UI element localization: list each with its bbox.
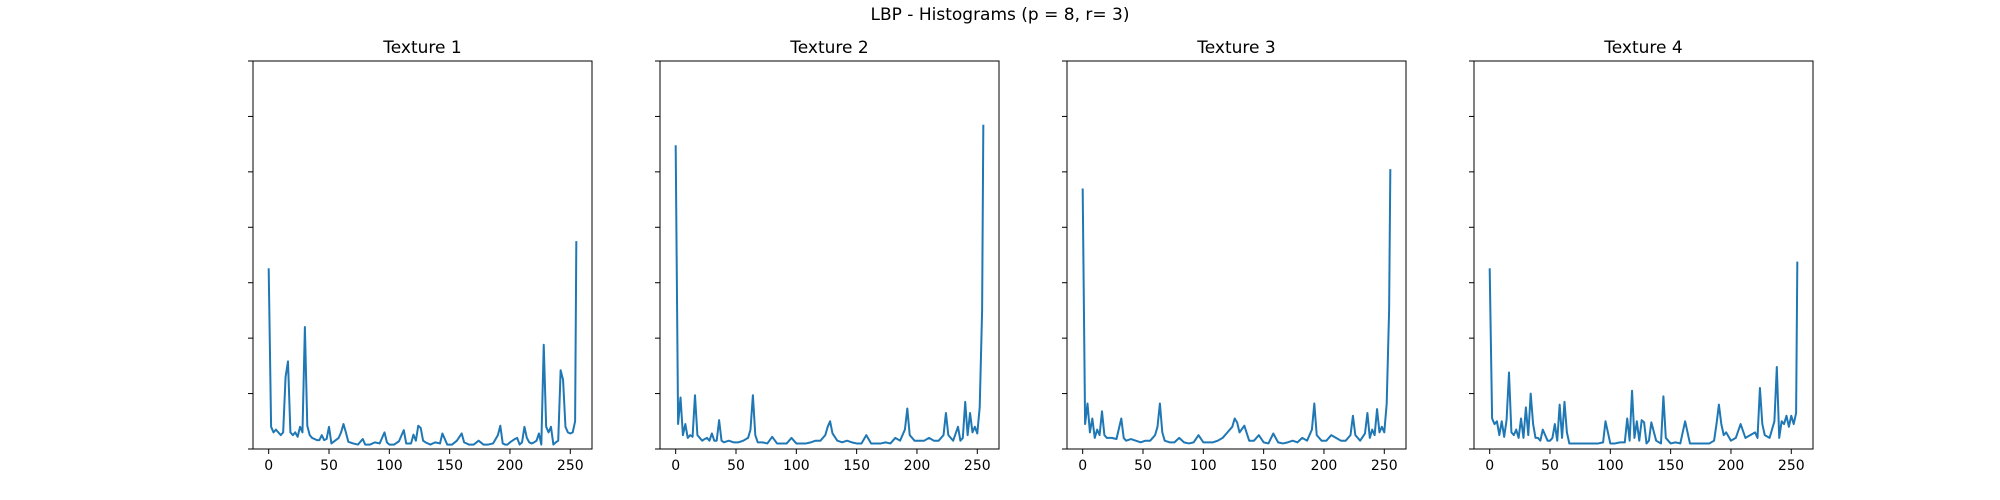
subplot-title: Texture 1 xyxy=(382,38,461,58)
x-tick-label: 50 xyxy=(1541,458,1559,474)
x-tick-label: 150 xyxy=(1250,458,1277,474)
x-tick-label: 150 xyxy=(843,458,870,474)
x-tick-label: 150 xyxy=(1657,458,1684,474)
x-tick-label: 100 xyxy=(1190,458,1217,474)
subplot-title: Texture 2 xyxy=(789,38,868,58)
x-tick-label: 100 xyxy=(376,458,403,474)
x-tick-label: 200 xyxy=(497,458,524,474)
x-tick-label: 0 xyxy=(1078,458,1087,474)
x-tick-label: 100 xyxy=(1597,458,1624,474)
x-tick-label: 0 xyxy=(671,458,680,474)
series-line xyxy=(674,124,985,445)
series-line xyxy=(1081,169,1392,445)
subplot-texture-4: Texture 4 0 50 100 150 200 250 xyxy=(1469,38,1814,474)
x-tick-label: 200 xyxy=(904,458,931,474)
subplot-texture-1: Texture 1 0 50 100 150 200 250 xyxy=(248,38,593,474)
x-tick-label: 250 xyxy=(1371,458,1398,474)
axes-frame xyxy=(1473,60,1814,450)
x-tick-label: 250 xyxy=(1778,458,1805,474)
subplot-title: Texture 3 xyxy=(1196,38,1275,58)
figure-title: LBP - Histograms (p = 8, r= 3) xyxy=(870,5,1130,25)
x-tick-label: 0 xyxy=(264,458,273,474)
series-line xyxy=(267,241,578,446)
x-tick-label: 250 xyxy=(964,458,991,474)
x-tick-label: 0 xyxy=(1485,458,1494,474)
x-tick-label: 250 xyxy=(557,458,584,474)
subplot-title: Texture 4 xyxy=(1603,38,1682,58)
axes-frame xyxy=(252,60,593,450)
x-tick-label: 50 xyxy=(727,458,745,474)
x-tick-label: 100 xyxy=(783,458,810,474)
x-tick-label: 50 xyxy=(1134,458,1152,474)
x-tick-label: 150 xyxy=(436,458,463,474)
subplot-texture-3: Texture 3 0 50 100 150 200 250 xyxy=(1062,38,1407,474)
x-tick-label: 200 xyxy=(1311,458,1338,474)
axes-frame xyxy=(1066,60,1407,450)
series-line xyxy=(1488,261,1799,445)
subplot-texture-2: Texture 2 0 50 100 150 200 250 xyxy=(655,38,1000,474)
x-tick-label: 50 xyxy=(320,458,338,474)
x-tick-label: 200 xyxy=(1718,458,1745,474)
axes-frame xyxy=(659,60,1000,450)
